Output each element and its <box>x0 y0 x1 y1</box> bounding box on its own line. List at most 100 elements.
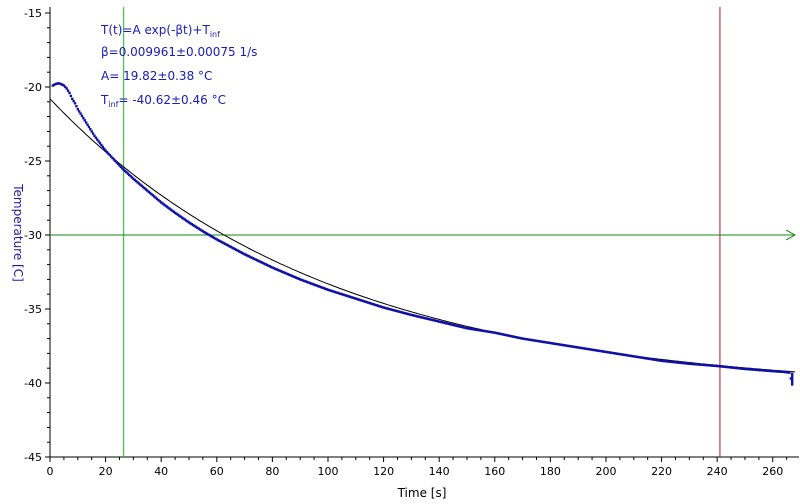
data-point <box>501 333 505 336</box>
data-point <box>450 323 453 326</box>
data-point <box>567 344 570 348</box>
data-point <box>268 265 271 268</box>
data-point <box>411 314 414 317</box>
data-point <box>84 121 88 124</box>
data-point <box>103 147 106 150</box>
data-point <box>746 367 749 371</box>
data-point <box>764 369 768 372</box>
data-point <box>200 229 203 232</box>
data-point <box>257 259 260 263</box>
data-point <box>593 348 597 352</box>
data-point <box>297 277 300 281</box>
data-point <box>736 367 740 370</box>
data-point <box>349 295 352 299</box>
data-point <box>58 82 61 85</box>
data-point <box>504 333 508 337</box>
data-point <box>272 266 275 270</box>
data-point <box>462 326 466 329</box>
data-point <box>271 266 274 269</box>
data-point <box>478 329 481 332</box>
data-point <box>524 337 527 341</box>
data-point <box>586 347 590 351</box>
data-point <box>474 328 477 331</box>
data-point <box>108 153 111 157</box>
data-point <box>151 194 155 197</box>
data-point <box>264 263 267 266</box>
data-point <box>422 316 426 320</box>
data-point <box>286 272 289 276</box>
data-point <box>696 363 699 366</box>
data-point <box>561 343 565 347</box>
data-point <box>282 271 285 274</box>
data-point <box>155 197 159 201</box>
data-point <box>61 83 64 86</box>
data-point <box>784 370 787 374</box>
data-point <box>279 269 282 273</box>
data-point <box>709 364 712 367</box>
data-point <box>385 307 388 310</box>
data-point <box>265 263 269 267</box>
data-point <box>305 280 309 284</box>
data-point <box>788 371 791 374</box>
data-point <box>171 209 174 212</box>
data-point <box>542 340 545 344</box>
data-point <box>123 169 127 173</box>
data-point <box>668 360 672 363</box>
data-point <box>198 228 202 231</box>
data-point <box>663 359 666 363</box>
data-point <box>681 361 684 365</box>
data-point <box>86 123 89 126</box>
data-point <box>606 350 609 354</box>
data-point <box>337 292 341 295</box>
data-point <box>326 288 330 291</box>
data-point <box>458 325 462 328</box>
data-point <box>683 362 687 365</box>
data-point <box>154 196 157 199</box>
data-point <box>428 318 431 321</box>
data-point <box>190 222 193 226</box>
data-point <box>258 260 262 263</box>
data-point <box>492 331 495 334</box>
data-point <box>699 363 702 366</box>
data-point <box>289 274 292 277</box>
data-point <box>752 368 755 371</box>
data-point <box>526 338 530 341</box>
data-point <box>69 94 73 98</box>
data-point <box>785 371 788 374</box>
data-point <box>204 231 207 235</box>
data-point <box>315 284 319 287</box>
data-point <box>558 343 562 346</box>
data-point <box>742 367 745 370</box>
x-tick-label: 220 <box>651 465 672 478</box>
data-point <box>236 249 239 252</box>
data-point <box>665 360 669 363</box>
data-point <box>408 313 412 316</box>
data-point <box>536 339 540 343</box>
data-point <box>261 261 264 265</box>
data-point <box>267 264 270 267</box>
data-point <box>191 223 195 227</box>
data-point <box>364 300 367 303</box>
data-point <box>529 338 533 342</box>
data-point <box>372 303 376 306</box>
data-point <box>774 370 777 373</box>
y-axis-ticks: -15 -20 -25 -30 -35 -40 -45 <box>24 7 50 464</box>
data-point <box>517 336 520 339</box>
data-point <box>417 315 420 318</box>
data-point <box>280 270 284 273</box>
x-tick-label: 0 <box>47 465 54 478</box>
x-tick-label: 260 <box>762 465 783 478</box>
data-series <box>51 82 794 386</box>
data-point <box>729 366 733 369</box>
data-point <box>753 368 756 371</box>
data-point <box>710 364 713 367</box>
data-point <box>143 187 146 190</box>
data-point <box>292 275 295 278</box>
data-point <box>340 293 344 296</box>
data-point <box>549 341 552 345</box>
data-point <box>633 355 637 358</box>
data-point <box>585 347 588 351</box>
data-point <box>400 311 403 314</box>
data-point <box>581 346 584 350</box>
